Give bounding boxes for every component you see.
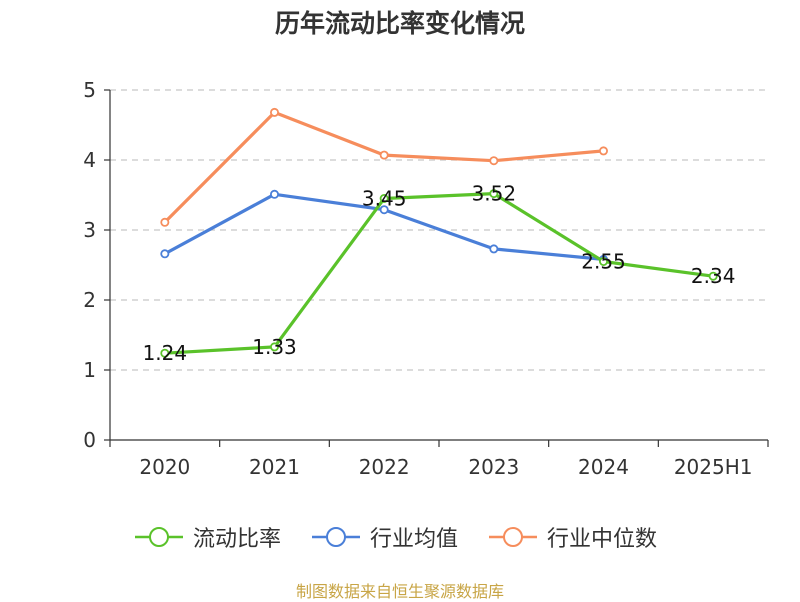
data-label: 3.52	[472, 182, 517, 206]
data-point	[489, 189, 499, 199]
data-label: 1.24	[143, 341, 188, 365]
data-point	[379, 150, 389, 160]
data-label: 2.34	[691, 264, 736, 288]
legend-marker-icon	[489, 527, 537, 547]
axes: 0 1 2 3 4 5 2020 2021 2022 2023 2024 2025H1	[83, 78, 769, 479]
data-source-note: 制图数据来自恒生聚源数据库	[295, 582, 504, 601]
x-tick-label: 2023	[468, 455, 519, 479]
y-tick-label: 4	[83, 148, 96, 172]
y-tick-label: 3	[83, 218, 96, 242]
legend-label: 行业均值	[370, 527, 459, 552]
series-line	[164, 192, 714, 355]
legend-marker-icon	[312, 527, 360, 547]
data-point	[599, 256, 609, 266]
data-point	[379, 193, 389, 203]
data-point	[708, 271, 718, 281]
legend-label: 行业中位数	[547, 527, 658, 552]
x-tick-label: 2020	[139, 455, 190, 479]
data-point	[489, 244, 499, 254]
y-tick-label: 0	[83, 428, 96, 452]
y-tick-label: 5	[83, 78, 96, 102]
legend-marker-icon	[135, 527, 183, 547]
data-point	[379, 205, 389, 215]
series-lines	[160, 107, 718, 358]
data-point	[269, 189, 279, 199]
y-tick-label: 1	[83, 358, 96, 382]
x-tick-label: 2022	[359, 455, 410, 479]
data-point	[160, 249, 170, 259]
legend-label: 流动比率	[193, 527, 282, 552]
data-labels: 1.24 1.33 3.45 3.52 2.55 2.34	[143, 182, 736, 366]
data-point	[269, 107, 279, 117]
chart-title: 历年流动比率变化情况	[274, 9, 525, 38]
y-tick-label: 2	[83, 288, 96, 312]
data-point	[160, 348, 170, 358]
data-label: 2.55	[581, 250, 626, 274]
x-tick-label: 2021	[249, 455, 300, 479]
data-label: 1.33	[252, 335, 297, 359]
data-point	[269, 342, 279, 352]
data-point	[489, 156, 499, 166]
x-tick-label: 2025H1	[674, 455, 753, 479]
legend-item-current-ratio[interactable]: 流动比率	[133, 519, 281, 555]
legend-item-industry-mean[interactable]: 行业均值	[310, 519, 458, 555]
legend: 流动比率 行业均值 行业中位数	[0, 519, 800, 555]
x-tick-label: 2024	[578, 455, 629, 479]
data-label: 3.45	[362, 187, 407, 211]
data-point	[599, 146, 609, 156]
data-point	[160, 217, 170, 227]
legend-item-industry-median[interactable]: 行业中位数	[487, 519, 657, 555]
